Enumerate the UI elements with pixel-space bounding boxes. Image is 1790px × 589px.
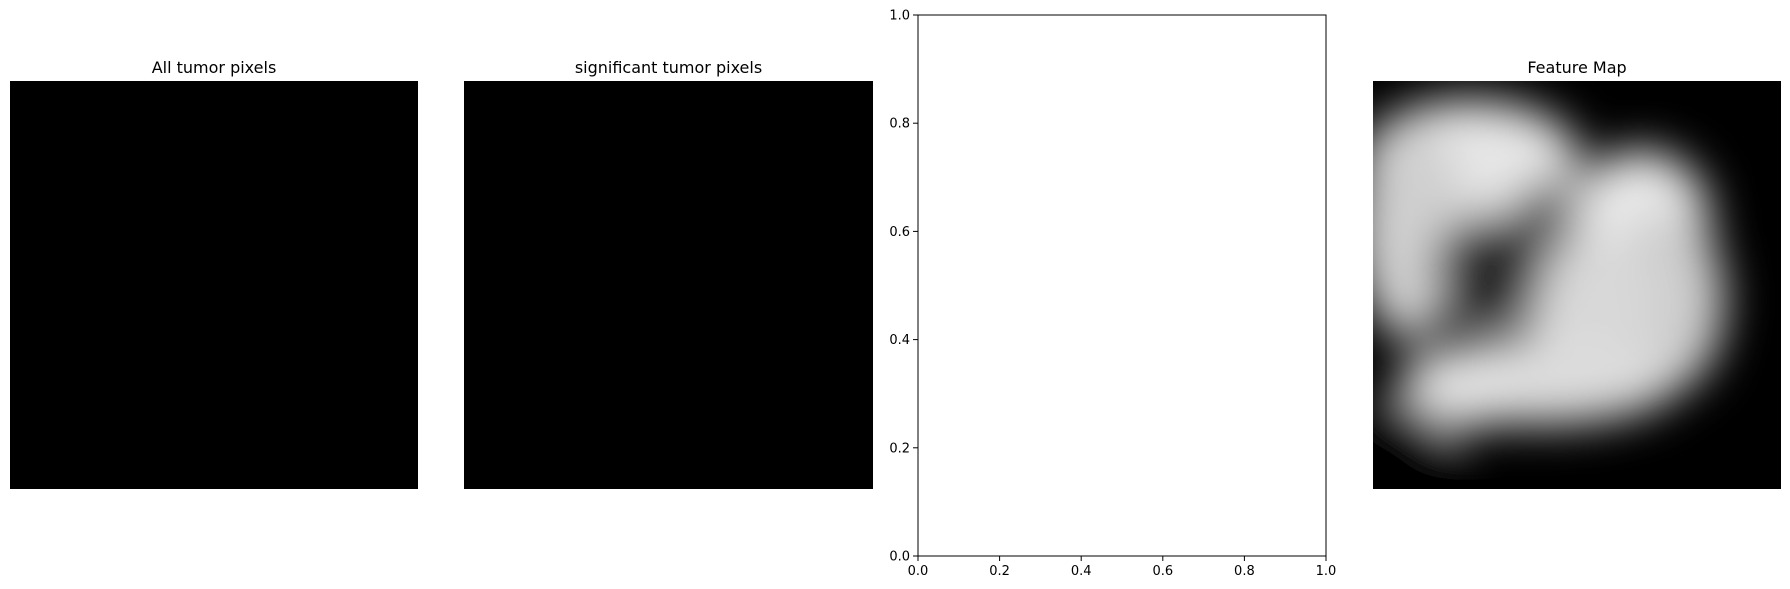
all-tumor-pixels-image	[10, 81, 418, 489]
empty-axes-frame	[917, 14, 1327, 557]
panel-4-title: Feature Map	[1527, 58, 1627, 77]
y-tick-label: 1.0	[889, 9, 910, 24]
x-tick-label: 0.2	[989, 564, 1010, 579]
y-tick-label: 0.8	[889, 117, 910, 132]
significant-tumor-pixels-image	[464, 81, 873, 489]
y-tick-label: 0.4	[889, 333, 910, 348]
panel-1-title: All tumor pixels	[151, 58, 277, 77]
x-axis-ticks: 0.0 0.2 0.4 0.6 0.8 1.0	[908, 556, 1337, 579]
x-tick-label: 1.0	[1316, 564, 1337, 579]
x-tick-label: 0.0	[908, 564, 929, 579]
panel-2-title: significant tumor pixels	[574, 58, 763, 77]
x-tick-label: 0.4	[1071, 564, 1092, 579]
x-tick-label: 0.6	[1152, 564, 1173, 579]
x-tick-label: 0.8	[1234, 564, 1255, 579]
feature-map-image	[1373, 81, 1781, 489]
y-tick-label: 0.6	[889, 225, 910, 240]
y-axis-ticks: 0.0 0.2 0.4 0.6 0.8 1.0	[889, 9, 918, 565]
y-tick-label: 0.2	[889, 441, 910, 456]
y-tick-label: 0.0	[889, 550, 910, 565]
